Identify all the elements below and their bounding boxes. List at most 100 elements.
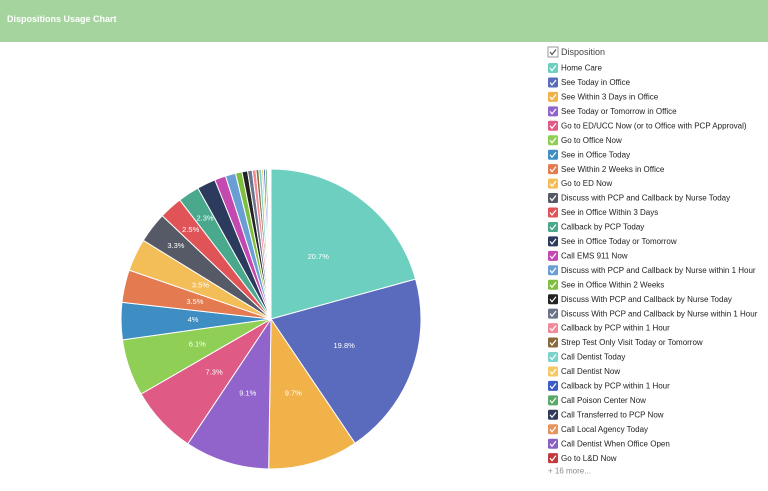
legend-label[interactable]: Callback by PCP within 1 Hour: [561, 324, 670, 333]
legend-label[interactable]: See Today or Tomorrow in Office: [561, 107, 677, 116]
slice-label: 7.3%: [206, 367, 223, 376]
legend-swatch[interactable]: [548, 91, 558, 102]
check-icon: [549, 354, 557, 361]
legend-label[interactable]: Discuss with PCP and Callback by Nurse w…: [561, 266, 756, 275]
check-icon: [549, 383, 557, 390]
check-icon: [549, 238, 557, 245]
legend-label[interactable]: See in Office Within 3 Days: [561, 208, 658, 217]
legend-label[interactable]: Go to L&D Now: [561, 454, 617, 463]
legend-swatch[interactable]: [548, 135, 558, 146]
legend-swatch[interactable]: [548, 438, 558, 449]
check-icon: [549, 411, 557, 419]
legend-label[interactable]: Go to ED/UCC Now (or to Office with PCP …: [561, 121, 747, 130]
legend-label[interactable]: Discuss with PCP and Callback by Nurse T…: [561, 194, 730, 203]
legend-swatch[interactable]: [548, 395, 558, 406]
slice-label: 6.1%: [189, 339, 206, 348]
legend-label[interactable]: Call Dentist Today: [561, 353, 625, 362]
legend-swatch[interactable]: [548, 424, 558, 435]
check-icon: [549, 426, 557, 433]
legend-swatch[interactable]: [548, 193, 558, 204]
legend-label[interactable]: Callback by PCP within 1 Hour: [561, 382, 670, 391]
legend-label[interactable]: Call Dentist Now: [561, 367, 620, 376]
legend-swatch[interactable]: [548, 308, 558, 319]
legend-swatch[interactable]: [548, 221, 558, 232]
slice-label: 2.5%: [182, 225, 199, 234]
legend-swatch[interactable]: [548, 178, 558, 189]
legend-label[interactable]: Discuss With PCP and Callback by Nurse T…: [561, 295, 732, 304]
legend-swatch[interactable]: [548, 207, 558, 218]
legend-swatch[interactable]: [548, 294, 558, 305]
check-icon: [549, 440, 557, 448]
legend-label[interactable]: See Today in Office: [561, 78, 631, 87]
legend-label[interactable]: See in Office Today: [561, 150, 630, 159]
legend-label[interactable]: Go to ED Now: [561, 179, 612, 188]
legend-swatch[interactable]: [548, 63, 558, 73]
legend-label[interactable]: See in Office Within 2 Weeks: [561, 280, 664, 289]
check-icon: [549, 397, 557, 404]
check-icon: [549, 151, 557, 159]
slice-label: 2.3%: [197, 214, 214, 223]
legend-swatch[interactable]: [548, 352, 558, 362]
legend-title: Disposition: [561, 47, 605, 57]
check-icon: [549, 368, 557, 375]
legend-swatch[interactable]: [548, 380, 558, 391]
pie-slice: [270, 168, 417, 320]
legend-swatch[interactable]: [548, 77, 558, 88]
check-icon: [549, 310, 557, 318]
legend-label[interactable]: Go to Office Now: [561, 136, 622, 145]
legend-swatch[interactable]: [548, 120, 558, 131]
check-icon: [549, 252, 557, 260]
check-icon: [549, 122, 557, 130]
legend-swatch[interactable]: [548, 279, 558, 290]
pie-slice: [268, 317, 356, 470]
legend-more[interactable]: + 16 more...: [548, 467, 591, 476]
slice-label: 9.1%: [239, 388, 256, 397]
legend-swatch[interactable]: [548, 149, 558, 160]
check-icon: [549, 224, 557, 231]
legend-label[interactable]: Call Poison Center Now: [561, 396, 646, 405]
header-bar: Dispositions Usage Chart: [0, 0, 768, 42]
check-icon: [549, 79, 557, 86]
slice-label: 4%: [188, 315, 199, 324]
legend-swatch[interactable]: [548, 106, 558, 117]
check-icon: [549, 325, 557, 332]
slice-label: 9.7%: [285, 389, 302, 398]
check-icon: [549, 49, 557, 56]
legend-label[interactable]: Call Local Agency Today: [561, 425, 648, 434]
legend-label[interactable]: See in Office Today or Tomorrow: [561, 237, 677, 246]
legend-swatch[interactable]: [548, 236, 558, 247]
legend-swatch[interactable]: [548, 265, 558, 276]
check-icon: [549, 281, 557, 289]
legend-label[interactable]: Call Dentist When Office Open: [561, 439, 670, 448]
legend-label[interactable]: Call Transferred to PCP Now: [561, 410, 664, 419]
legend-label[interactable]: See Within 2 Weeks in Office: [561, 165, 665, 174]
legend-swatch[interactable]: [548, 409, 558, 420]
legend-swatch[interactable]: [548, 164, 558, 175]
check-icon: [549, 180, 557, 188]
legend-swatch[interactable]: [548, 366, 558, 377]
legend-checkbox[interactable]: [547, 46, 559, 58]
legend-label[interactable]: Home Care: [561, 64, 602, 73]
check-icon: [549, 296, 557, 303]
pie-slice: [269, 168, 272, 320]
check-icon: [549, 65, 557, 72]
legend-swatch[interactable]: [548, 337, 558, 348]
slice-label: 3.5%: [186, 297, 203, 306]
pie-slice: [187, 317, 272, 470]
slice-label: 19.8%: [334, 341, 356, 350]
slice-label: 3.5%: [192, 281, 209, 290]
check-icon: [549, 209, 557, 216]
legend-swatch[interactable]: [548, 250, 558, 261]
slice-label: 3.3%: [167, 241, 184, 250]
legend-label[interactable]: Discuss With PCP and Callback by Nurse w…: [561, 309, 758, 318]
legend-label[interactable]: Strep Test Only Visit Today or Tomorrow: [561, 338, 703, 347]
legend-swatch[interactable]: [548, 323, 558, 334]
check-icon: [549, 94, 557, 101]
legend-swatch[interactable]: [548, 453, 558, 464]
check-icon: [549, 137, 557, 144]
legend-label[interactable]: Callback by PCP Today: [561, 223, 644, 232]
chart-title: Dispositions Usage Chart: [7, 14, 117, 24]
legend-label[interactable]: See Within 3 Days in Office: [561, 93, 659, 102]
legend-label[interactable]: Call EMS 911 Now: [561, 251, 628, 260]
